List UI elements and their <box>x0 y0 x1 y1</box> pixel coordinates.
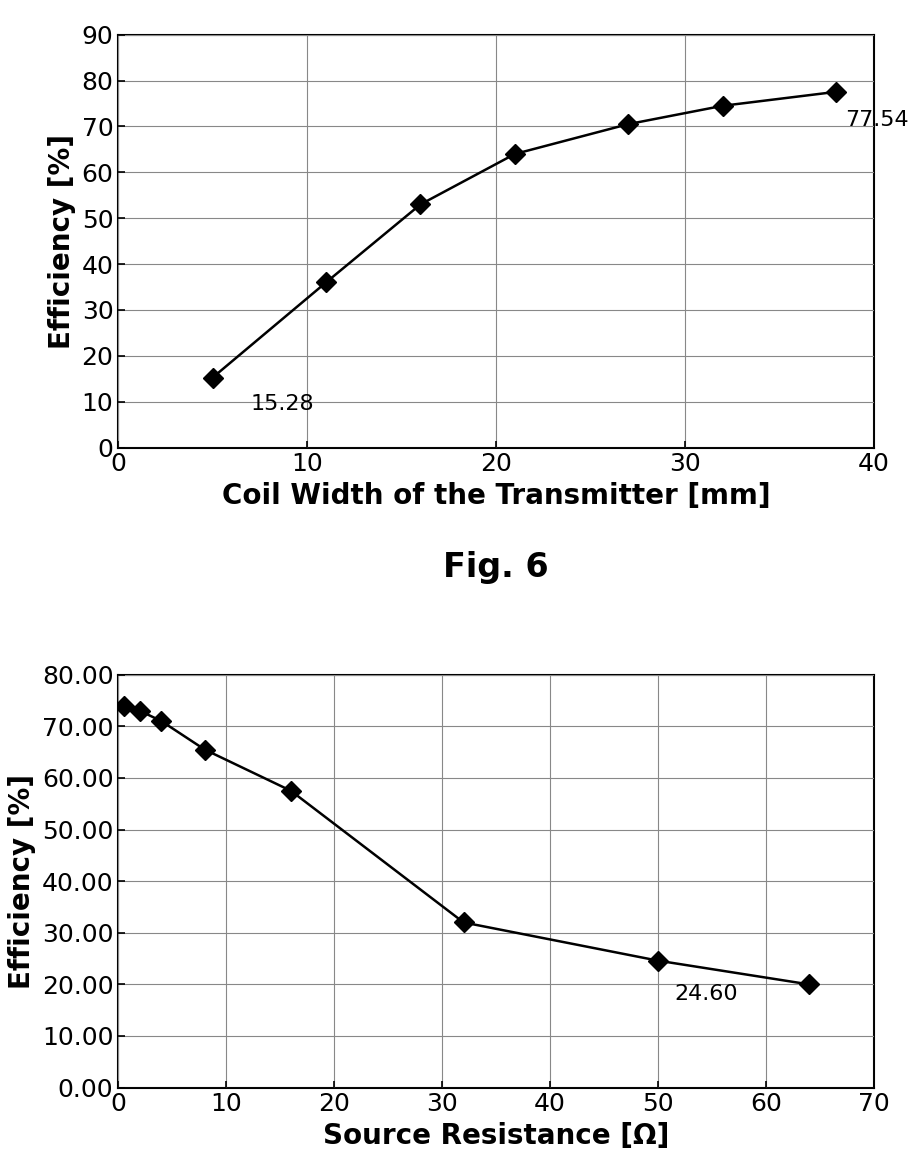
X-axis label: Coil Width of the Transmitter [mm]: Coil Width of the Transmitter [mm] <box>222 482 770 510</box>
Text: Fig. 6: Fig. 6 <box>443 551 549 584</box>
X-axis label: Source Resistance [Ω]: Source Resistance [Ω] <box>323 1122 669 1150</box>
Text: 15.28: 15.28 <box>250 393 314 413</box>
Text: 24.60: 24.60 <box>674 983 738 1004</box>
Y-axis label: Efficiency [%]: Efficiency [%] <box>48 134 76 348</box>
Y-axis label: Efficiency [%]: Efficiency [%] <box>8 774 36 988</box>
Text: 77.54: 77.54 <box>845 110 909 131</box>
